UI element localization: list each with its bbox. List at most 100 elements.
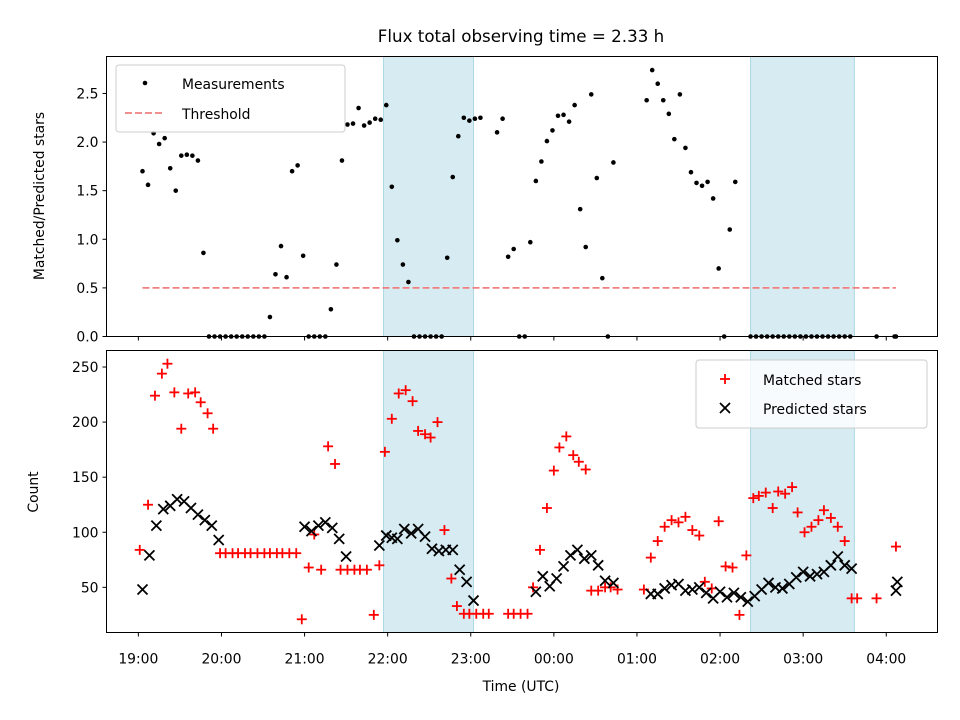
- ratio-y-tick-label: 0.0: [76, 330, 98, 346]
- count-x-tick-label: 19:00: [118, 652, 158, 668]
- legend-measurements-label: Measurements: [182, 77, 285, 93]
- predicted-stars-point: [714, 586, 726, 598]
- predicted-stars-point: [213, 534, 225, 546]
- matched-stars-point: [303, 562, 314, 573]
- ratio-y-tick-label: 1.5: [76, 184, 98, 200]
- measurement-point: [367, 120, 372, 125]
- predicted-stars-point: [776, 582, 789, 595]
- measurement-point: [190, 153, 195, 158]
- matched-stars-point: [202, 408, 213, 419]
- count-legend: Matched stars Predicted stars: [695, 359, 928, 429]
- legend-x-glyph: [719, 402, 731, 414]
- matched-stars-point: [439, 525, 450, 536]
- matched-stars-point: [483, 608, 494, 619]
- predicted-stars-point: [811, 568, 823, 580]
- matched-stars-point: [183, 388, 194, 399]
- shaded-interval: [383, 56, 475, 337]
- matched-stars-point: [748, 493, 759, 504]
- matched-stars-point: [374, 560, 385, 571]
- measurement-point: [450, 174, 456, 180]
- matched-stars-point: [852, 593, 863, 604]
- matched-stars-point: [645, 552, 656, 563]
- predicted-stars-point: [825, 559, 837, 571]
- measurement-point: [732, 179, 738, 185]
- measurement-point: [273, 271, 278, 277]
- measurement-point: [361, 123, 367, 128]
- predicted-stars-point: [585, 549, 597, 562]
- matched-stars-point: [787, 482, 798, 493]
- matched-stars-point: [659, 521, 670, 532]
- matched-stars-point: [176, 423, 187, 434]
- count-legend-box: [695, 359, 928, 429]
- measurement-point: [666, 111, 672, 117]
- measurement-point: [472, 116, 478, 122]
- measurement-point: [649, 67, 655, 73]
- matched-stars-point: [680, 511, 691, 522]
- predicted-stars-point: [537, 570, 549, 582]
- predicted-stars-point: [199, 514, 211, 526]
- predicted-stars-point: [426, 543, 438, 555]
- measurement-point: [178, 153, 184, 158]
- measurement-point: [167, 166, 173, 171]
- measurement-point: [455, 133, 461, 139]
- matched-stars-point: [890, 541, 901, 552]
- measurement-point: [710, 196, 716, 201]
- matched-stars-point: [316, 564, 327, 575]
- measurement-point: [444, 255, 450, 261]
- matched-stars-point: [767, 503, 778, 514]
- matched-stars-point: [407, 396, 418, 407]
- count-x-tick-label: 20:00: [201, 652, 241, 668]
- matched-stars-point: [522, 608, 533, 619]
- measurement-point: [600, 275, 605, 281]
- predicted-stars-point: [804, 570, 816, 582]
- measurement-point: [660, 97, 666, 103]
- predicted-stars-point: [797, 566, 809, 578]
- count-x-tick-label: 23:00: [451, 652, 491, 668]
- measurement-point: [644, 97, 649, 103]
- measurement-point: [655, 81, 661, 87]
- measurement-point: [328, 306, 334, 312]
- matched-stars-point: [734, 609, 745, 620]
- predicted-stars-point: [192, 508, 204, 521]
- measurement-point: [539, 159, 544, 164]
- matched-stars-point: [190, 387, 201, 398]
- matched-stars-point: [806, 521, 817, 532]
- predicted-stars-point: [333, 533, 345, 545]
- predicted-stars-point: [686, 583, 698, 596]
- measurement-point: [467, 118, 472, 123]
- predicted-stars-point: [419, 531, 431, 543]
- matched-stars-point: [330, 458, 341, 469]
- measurement-point: [611, 160, 616, 165]
- count-y-tick-label: 50: [81, 580, 99, 596]
- predicted-stars-point: [762, 577, 775, 589]
- predicted-stars-point: [557, 560, 570, 573]
- count-y-tick-label: 100: [72, 525, 99, 541]
- predicted-stars-point: [326, 522, 338, 534]
- predicted-stars-point: [728, 587, 740, 599]
- measurement-point: [339, 158, 345, 163]
- matched-stars-point: [832, 521, 843, 532]
- ratio-legend-box: [115, 64, 346, 133]
- count-panel: 50 100 150 200 250 19:00 20:00 21:00 22:00 23:00…: [26, 350, 938, 695]
- measurement-point: [544, 138, 550, 144]
- measurement-point: [694, 180, 699, 186]
- ratio-panel-frame: [106, 56, 938, 337]
- measurement-point: [378, 117, 384, 122]
- matched-stars-point: [432, 417, 443, 428]
- matched-stars-point: [162, 358, 173, 369]
- measurement-point: [156, 141, 162, 147]
- predicted-stars-point: [171, 493, 183, 505]
- matched-stars-point: [713, 516, 724, 527]
- legend-predicted-marker: [719, 402, 731, 414]
- measurement-point: [284, 274, 289, 280]
- shaded-interval: [750, 56, 855, 337]
- measurement-point: [372, 116, 378, 122]
- matched-stars-point: [528, 582, 539, 593]
- predicted-stars-point: [447, 544, 459, 556]
- measurement-point: [195, 158, 201, 163]
- count-y-tick-label: 200: [72, 415, 99, 431]
- predicted-stars-point: [405, 527, 417, 539]
- measurement-point: [672, 136, 677, 142]
- measurement-point: [383, 102, 389, 108]
- predicted-stars-point: [391, 533, 403, 545]
